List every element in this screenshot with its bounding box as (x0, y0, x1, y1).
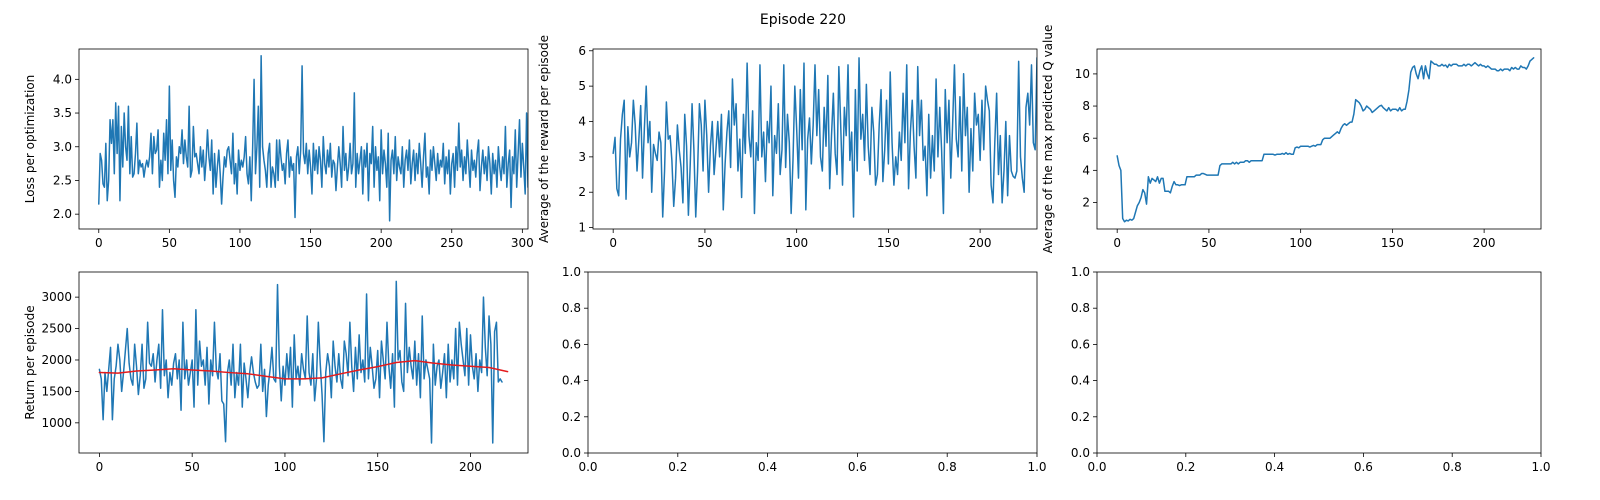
qvalue-xtick-label: 150 (1381, 236, 1404, 250)
qvalue-ytick-label: 4 (1082, 163, 1090, 177)
empty-panel-right: 0.0 0.2 0.4 0.6 0.8 1.0 0.0 0.2 0.4 0.6 0.8 1.0 (1071, 265, 1551, 474)
return-ytick-label: 3000 (41, 290, 72, 304)
reward-axes-frame (592, 48, 1038, 230)
reward-ytick-label: 6 (578, 44, 586, 58)
loss-panel: 0 50 100 150 200 250 300 2.0 2.5 3.0 3.5 4.0 Loss pe… (23, 48, 534, 250)
empty-1-xtick-label: 0.6 (848, 460, 867, 474)
return-ylabel: Return per episode (23, 305, 37, 419)
empty-1-xtick-label: 0.8 (938, 460, 957, 474)
empty-1-ytick-label: 0.8 (562, 301, 581, 315)
loss-ytick-label: 2.0 (53, 207, 72, 221)
loss-xtick-label: 150 (299, 236, 322, 250)
qvalue-series-line (1116, 57, 1535, 223)
loss-xtick-label: 100 (229, 236, 252, 250)
reward-xtick-label: 0 (609, 236, 617, 250)
loss-ytick-label: 3.0 (53, 140, 72, 154)
loss-xtick-label: 300 (511, 236, 534, 250)
return-xtick-label: 200 (459, 460, 482, 474)
qvalue-axes-frame (1096, 48, 1542, 230)
loss-series-line (98, 54, 528, 222)
qvalue-ylabel: Average of the max predicted Q value (1041, 25, 1055, 254)
qvalue-ytick-label: 2 (1082, 195, 1090, 209)
qvalue-xtick-label: 50 (1201, 236, 1216, 250)
empty-1-ytick-label: 0.0 (562, 446, 581, 460)
return-panel: 0 50 100 150 200 1000 1500 2000 2500 3000 Return p… (23, 271, 529, 474)
loss-axes-frame (78, 48, 529, 230)
reward-xtick-label: 200 (969, 236, 992, 250)
return-ytick-label: 1000 (41, 416, 72, 430)
empty-1-axes-frame (587, 271, 1038, 454)
empty-2-xtick-label: 0.4 (1265, 460, 1284, 474)
empty-panel-middle: 0.0 0.2 0.4 0.6 0.8 1.0 0.0 0.2 0.4 0.6 0.8 1.0 (562, 265, 1047, 474)
reward-ytick-label: 4 (578, 114, 586, 128)
return-series-line (98, 280, 503, 444)
reward-ytick-label: 3 (578, 150, 586, 164)
return-axes-frame (78, 271, 529, 454)
reward-ylabel: Average of the reward per episode (537, 35, 551, 243)
loss-ytick-label: 4.0 (53, 72, 72, 86)
empty-2-xtick-label: 1.0 (1531, 460, 1550, 474)
reward-series-line (612, 57, 1037, 218)
empty-1-ytick-label: 1.0 (562, 265, 581, 279)
loss-xtick-label: 250 (440, 236, 463, 250)
empty-2-ytick-label: 0.6 (1071, 337, 1090, 351)
loss-ytick-label: 3.5 (53, 106, 72, 120)
empty-2-xtick-label: 0.8 (1443, 460, 1462, 474)
empty-2-xtick-label: 0.2 (1176, 460, 1195, 474)
loss-xtick-label: 200 (370, 236, 393, 250)
return-xtick-label: 150 (366, 460, 389, 474)
empty-1-xtick-label: 0.4 (758, 460, 777, 474)
return-moving-average-line (98, 359, 509, 380)
empty-1-ytick-label: 0.2 (562, 410, 581, 424)
empty-1-xtick-label: 0.2 (668, 460, 687, 474)
empty-1-xtick-label: 1.0 (1027, 460, 1046, 474)
qvalue-xtick-label: 0 (1113, 236, 1121, 250)
qvalue-xtick-label: 100 (1289, 236, 1312, 250)
loss-xtick-label: 50 (162, 236, 177, 250)
qvalue-ytick-label: 8 (1082, 99, 1090, 113)
empty-2-axes-frame (1096, 271, 1542, 454)
empty-2-ytick-label: 0.0 (1071, 446, 1090, 460)
reward-ytick-label: 2 (578, 185, 586, 199)
qvalue-ytick-label: 6 (1082, 131, 1090, 145)
empty-2-xtick-label: 0.0 (1087, 460, 1106, 474)
return-ytick-label: 2500 (41, 322, 72, 336)
q-value-panel: 0 50 100 150 200 2 4 6 8 10 Average of the max pre… (1041, 25, 1542, 254)
figure-suptitle: Episode 220 (760, 12, 846, 28)
return-xtick-label: 100 (273, 460, 296, 474)
return-xtick-label: 0 (96, 460, 104, 474)
reward-ytick-label: 1 (578, 221, 586, 235)
loss-xtick-label: 0 (95, 236, 103, 250)
empty-2-ytick-label: 0.8 (1071, 301, 1090, 315)
return-ytick-label: 2000 (41, 353, 72, 367)
return-ytick-label: 1500 (41, 384, 72, 398)
empty-2-ytick-label: 0.2 (1071, 410, 1090, 424)
empty-2-xtick-label: 0.6 (1354, 460, 1373, 474)
reward-panel: 0 50 100 150 200 1 2 3 4 5 6 Average of the reward … (537, 35, 1038, 250)
empty-2-ytick-label: 1.0 (1071, 265, 1090, 279)
qvalue-xtick-label: 200 (1473, 236, 1496, 250)
loss-ytick-label: 2.5 (53, 173, 72, 187)
reward-xtick-label: 100 (785, 236, 808, 250)
reward-ytick-label: 5 (578, 79, 586, 93)
empty-1-ytick-label: 0.6 (562, 337, 581, 351)
empty-1-ytick-label: 0.4 (562, 374, 581, 388)
return-xtick-label: 50 (185, 460, 200, 474)
empty-2-ytick-label: 0.4 (1071, 374, 1090, 388)
loss-ylabel: Loss per optimization (23, 75, 37, 204)
qvalue-ytick-label: 10 (1075, 67, 1090, 81)
reward-xtick-label: 150 (877, 236, 900, 250)
empty-1-xtick-label: 0.0 (578, 460, 597, 474)
reward-xtick-label: 50 (697, 236, 712, 250)
